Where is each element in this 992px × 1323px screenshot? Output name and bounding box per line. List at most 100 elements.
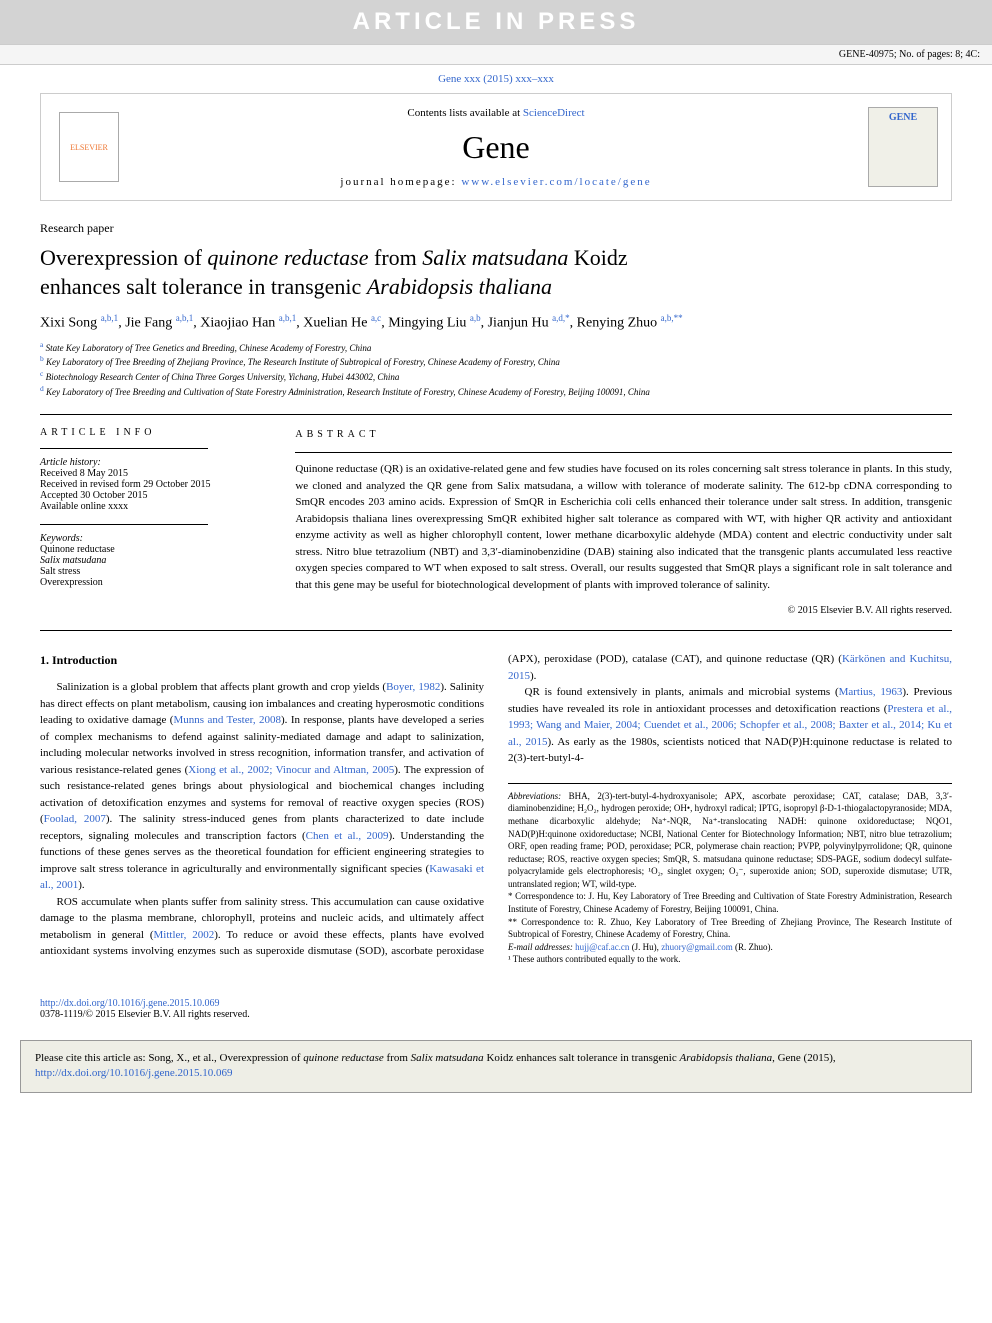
history-online: Available online xxxx — [40, 501, 279, 512]
homepage-prefix: journal homepage: — [340, 176, 461, 188]
issn-line: 0378-1119/© 2015 Elsevier B.V. All right… — [40, 1009, 952, 1020]
p1-g: ). — [78, 879, 84, 891]
history-block: Article history: Received 8 May 2015 Rec… — [40, 457, 279, 512]
publisher-logo-wrap: ELSEVIER — [49, 102, 129, 192]
author-3-aff: a,b,1 — [279, 313, 297, 323]
ref-munns[interactable]: Munns and Tester, 2008 — [173, 714, 281, 726]
correspondence-2: ** Correspondence to: R. Zhuo, Key Labor… — [508, 916, 952, 941]
journal-name: Gene — [129, 129, 863, 166]
paper-type: Research paper — [40, 221, 952, 236]
emails-line: E-mail addresses: hujj@caf.ac.cn (J. Hu)… — [508, 941, 952, 954]
title-italic-1: quinone reductase — [207, 245, 368, 270]
ref-boyer[interactable]: Boyer, 1982 — [386, 681, 440, 693]
author-6-aff: a,d,* — [552, 313, 570, 323]
author-list: Xixi Song a,b,1, Jie Fang a,b,1, Xiaojia… — [40, 313, 952, 332]
author-3: Xiaojiao Han — [200, 316, 279, 331]
homepage-link[interactable]: www.elsevier.com/locate/gene — [461, 176, 651, 188]
author-2-aff: a,b,1 — [176, 313, 194, 323]
cite-it1: quinone reductase — [303, 1052, 384, 1064]
ref-chen[interactable]: Chen et al., 2009 — [306, 830, 389, 842]
affiliation-b: b Key Laboratory of Tree Breeding of Zhe… — [40, 354, 952, 369]
emails-label: E-mail addresses: — [508, 942, 575, 952]
main-text-columns: 1. Introduction Salinization is a global… — [40, 651, 952, 966]
doi-link[interactable]: http://dx.doi.org/10.1016/j.gene.2015.10… — [40, 998, 220, 1009]
abbr-text: BHA, 2(3)-tert-butyl-4-hydroxyanisole; A… — [508, 791, 952, 889]
history-accepted: Accepted 30 October 2015 — [40, 490, 279, 501]
journal-masthead: ELSEVIER Contents lists available at Sci… — [40, 93, 952, 201]
title-italic-2: Salix matsudana — [422, 245, 568, 270]
p2-c: ). — [530, 670, 536, 682]
info-divider-1 — [40, 448, 208, 449]
in-press-banner: ARTICLE IN PRESS — [0, 0, 992, 44]
title-italic-3: Arabidopsis thaliana — [367, 274, 552, 299]
history-revised: Received in revised form 29 October 2015 — [40, 479, 279, 490]
author-1-aff: a,b,1 — [101, 313, 119, 323]
cite-pre: Please cite this article as: Song, X., e… — [35, 1052, 303, 1064]
ref-mittler[interactable]: Mittler, 2002 — [154, 929, 215, 941]
title-seg-3: Koidz — [568, 245, 627, 270]
contents-prefix: Contents lists available at — [407, 107, 522, 119]
author-4: Xuelian He — [303, 316, 371, 331]
abbreviations: Abbreviations: BHA, 2(3)-tert-butyl-4-hy… — [508, 790, 952, 891]
p3-a: QR is found extensively in plants, anima… — [525, 686, 839, 698]
email-hu[interactable]: hujj@caf.ac.cn — [575, 942, 629, 952]
abstract-header: ABSTRACT — [295, 427, 952, 442]
article-info: ARTICLE INFO Article history: Received 8… — [40, 427, 295, 618]
journal-cover-wrap: GENE — [863, 102, 943, 192]
history-received: Received 8 May 2015 — [40, 468, 279, 479]
author-4-aff: a,c — [371, 313, 381, 323]
contrib-note: ¹ These authors contributed equally to t… — [508, 953, 952, 966]
abstract-text: Quinone reductase (QR) is an oxidative-r… — [295, 461, 952, 593]
keyword-2: Salix matsudana — [40, 555, 279, 566]
cite-mid1: from — [384, 1052, 411, 1064]
ref-foolad[interactable]: Foolad, 2007 — [44, 813, 106, 825]
ref-martius[interactable]: Martius, 1963 — [839, 686, 903, 698]
author-5: Mingying Liu — [388, 316, 470, 331]
aff-text-d: Key Laboratory of Tree Breeding and Cult… — [44, 387, 650, 397]
email-zhuo-who: (R. Zhuo). — [733, 942, 773, 952]
title-seg-2: from — [369, 245, 423, 270]
info-header: ARTICLE INFO — [40, 427, 279, 438]
history-label: Article history: — [40, 457, 279, 468]
author-6: Jianjun Hu — [488, 316, 553, 331]
masthead-center: Contents lists available at ScienceDirec… — [129, 107, 863, 188]
info-abstract-row: ARTICLE INFO Article history: Received 8… — [40, 414, 952, 631]
aff-text-a: State Key Laboratory of Tree Genetics an… — [43, 343, 371, 353]
info-divider-2 — [40, 524, 208, 525]
title-seg-1: Overexpression of — [40, 245, 207, 270]
contents-line: Contents lists available at ScienceDirec… — [129, 107, 863, 119]
keywords-block: Keywords: Quinone reductase Salix matsud… — [40, 533, 279, 588]
intro-p1: Salinization is a global problem that af… — [40, 679, 484, 894]
intro-heading: 1. Introduction — [40, 651, 484, 669]
email-zhuo[interactable]: zhuory@gmail.com — [661, 942, 733, 952]
abbr-label: Abbreviations: — [508, 791, 561, 801]
author-1: Xixi Song — [40, 316, 101, 331]
title-seg-4: enhances salt tolerance in transgenic — [40, 274, 367, 299]
aff-text-b: Key Laboratory of Tree Breeding of Zheji… — [44, 357, 560, 367]
keyword-3: Salt stress — [40, 566, 279, 577]
ref-xiong[interactable]: Xiong et al., 2002; Vinocur and Altman, … — [188, 764, 394, 776]
author-7: Renying Zhuo — [577, 316, 661, 331]
homepage-line: journal homepage: www.elsevier.com/locat… — [129, 176, 863, 188]
cite-mid2: Koidz enhances salt tolerance in transge… — [484, 1052, 680, 1064]
author-5-aff: a,b — [470, 313, 481, 323]
abstract-copyright: © 2015 Elsevier B.V. All rights reserved… — [295, 603, 952, 618]
top-meta-line: GENE-40975; No. of pages: 8; 4C: — [0, 44, 992, 65]
abstract: ABSTRACT Quinone reductase (QR) is an ox… — [295, 427, 952, 618]
affiliation-d: d Key Laboratory of Tree Breeding and Cu… — [40, 384, 952, 399]
abstract-divider — [295, 452, 952, 453]
cite-post: , Gene (2015), — [772, 1052, 836, 1064]
cite-it2: Salix matsudana — [411, 1052, 484, 1064]
p1-a: Salinization is a global problem that af… — [57, 681, 387, 693]
doi-block: http://dx.doi.org/10.1016/j.gene.2015.10… — [0, 998, 992, 1030]
aff-text-c: Biotechnology Research Center of China T… — [43, 372, 399, 382]
affiliations: a State Key Laboratory of Tree Genetics … — [40, 340, 952, 398]
footnotes: Abbreviations: BHA, 2(3)-tert-butyl-4-hy… — [508, 783, 952, 966]
cite-doi-link[interactable]: http://dx.doi.org/10.1016/j.gene.2015.10… — [35, 1067, 232, 1079]
article-title: Overexpression of quinone reductase from… — [40, 244, 952, 301]
sciencedirect-link[interactable]: ScienceDirect — [523, 107, 585, 119]
author-2: Jie Fang — [125, 316, 176, 331]
cite-it3: Arabidopsis thaliana — [679, 1052, 772, 1064]
affiliation-c: c Biotechnology Research Center of China… — [40, 369, 952, 384]
gene-cover-icon: GENE — [868, 107, 938, 187]
